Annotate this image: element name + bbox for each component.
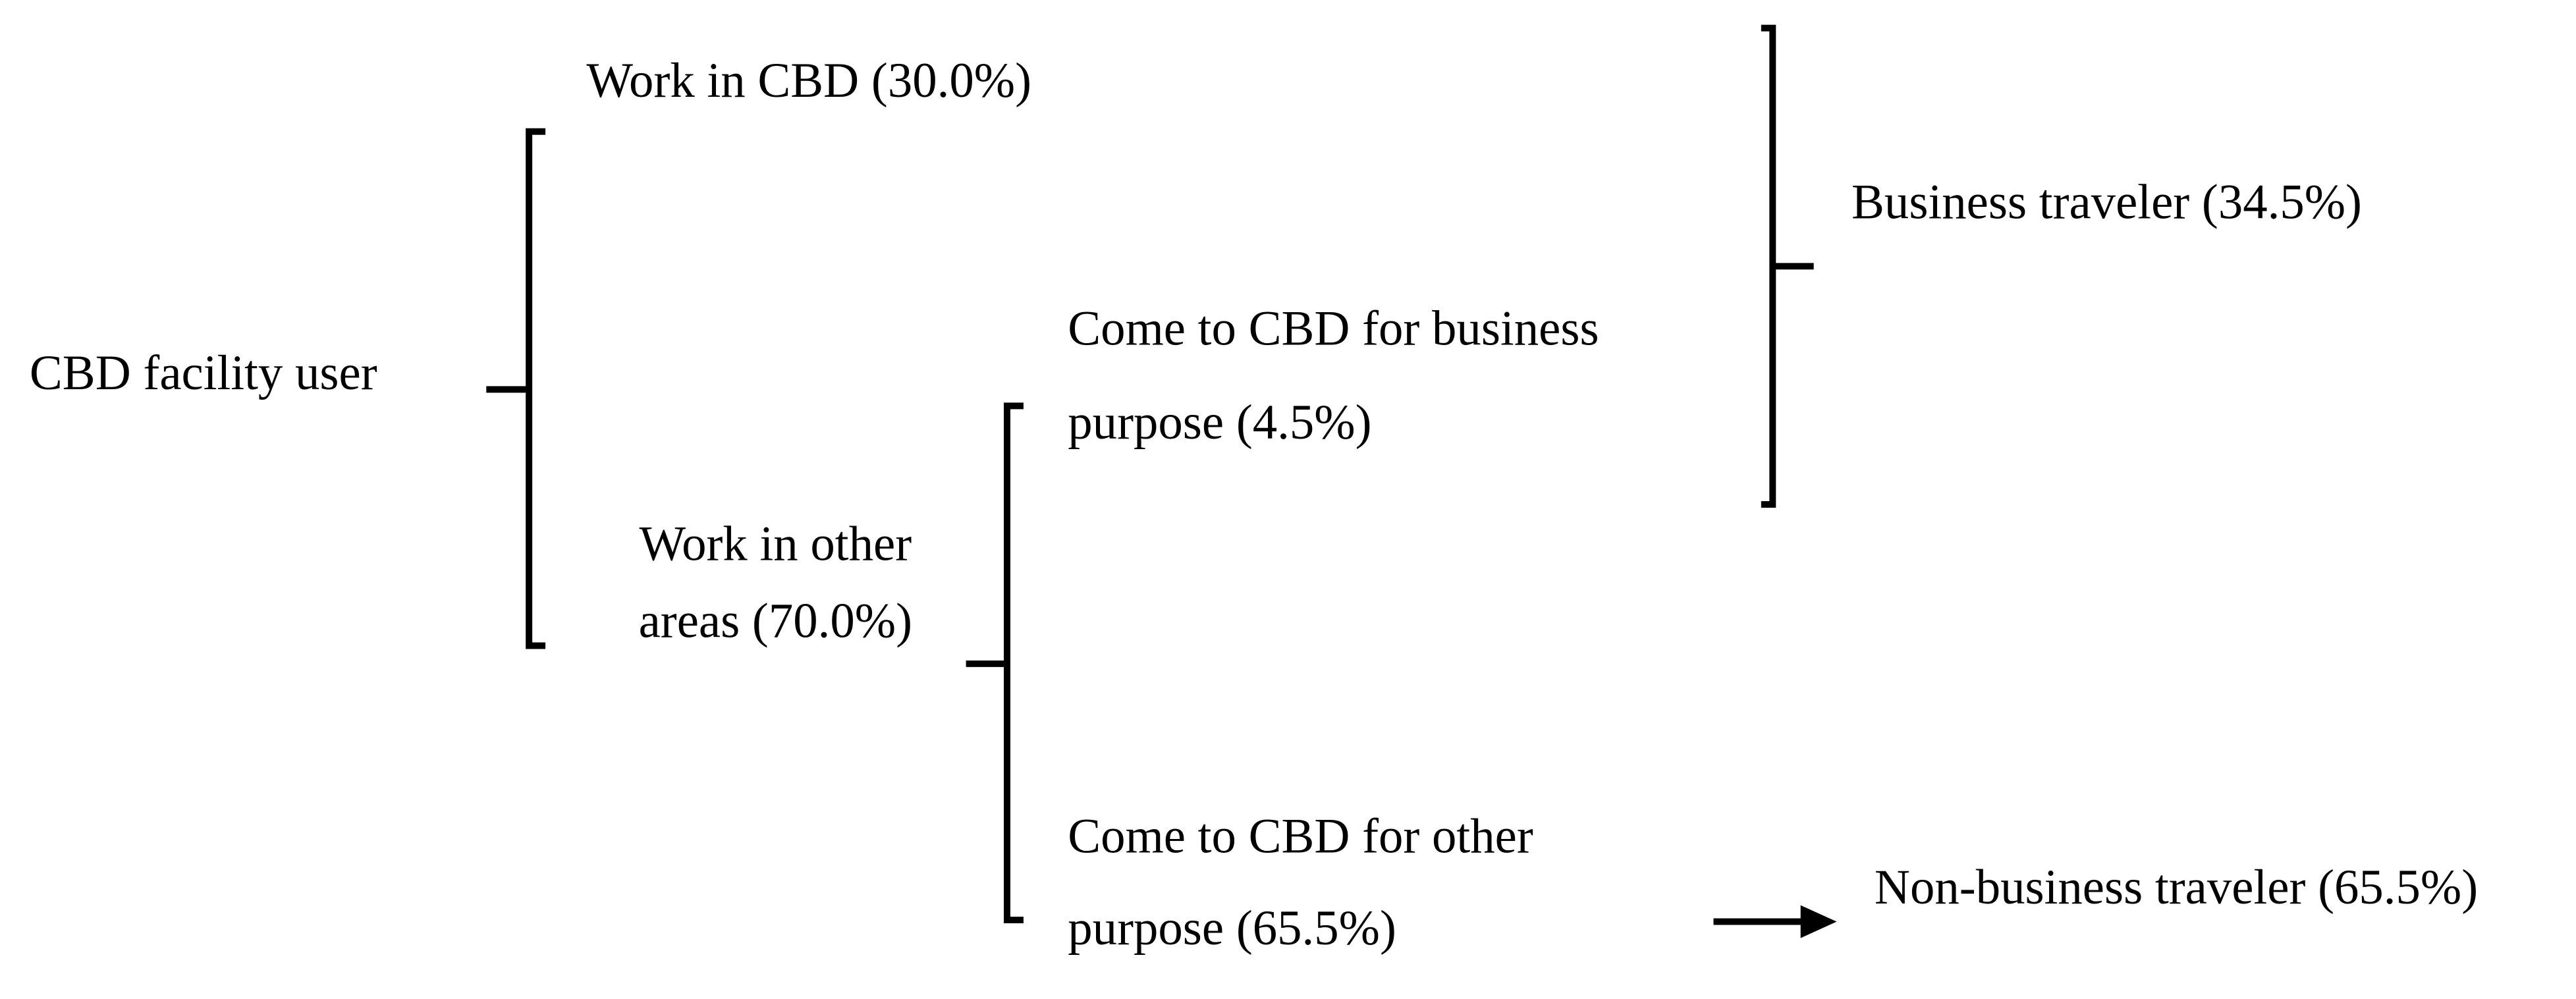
node-label: areas (70.0%) [639,594,912,649]
node-label: Come to CBD for business [1068,302,1599,356]
node-label: Work in CBD (30.0%) [586,53,1031,108]
node-label: Work in other [639,516,912,571]
result-label: Business traveler (34.5%) [1851,175,2362,230]
node-label: purpose (4.5%) [1068,395,1371,450]
arrow-head [1800,905,1837,938]
bracket [486,128,546,649]
root-label: CBD facility user [30,346,377,400]
bracket [966,402,1024,924]
result-label: Non-business traveler (65.5%) [1875,860,2478,915]
bracket [1761,24,1814,508]
node-label: purpose (65.5%) [1068,901,1396,956]
node-label: Come to CBD for other [1068,809,1533,863]
